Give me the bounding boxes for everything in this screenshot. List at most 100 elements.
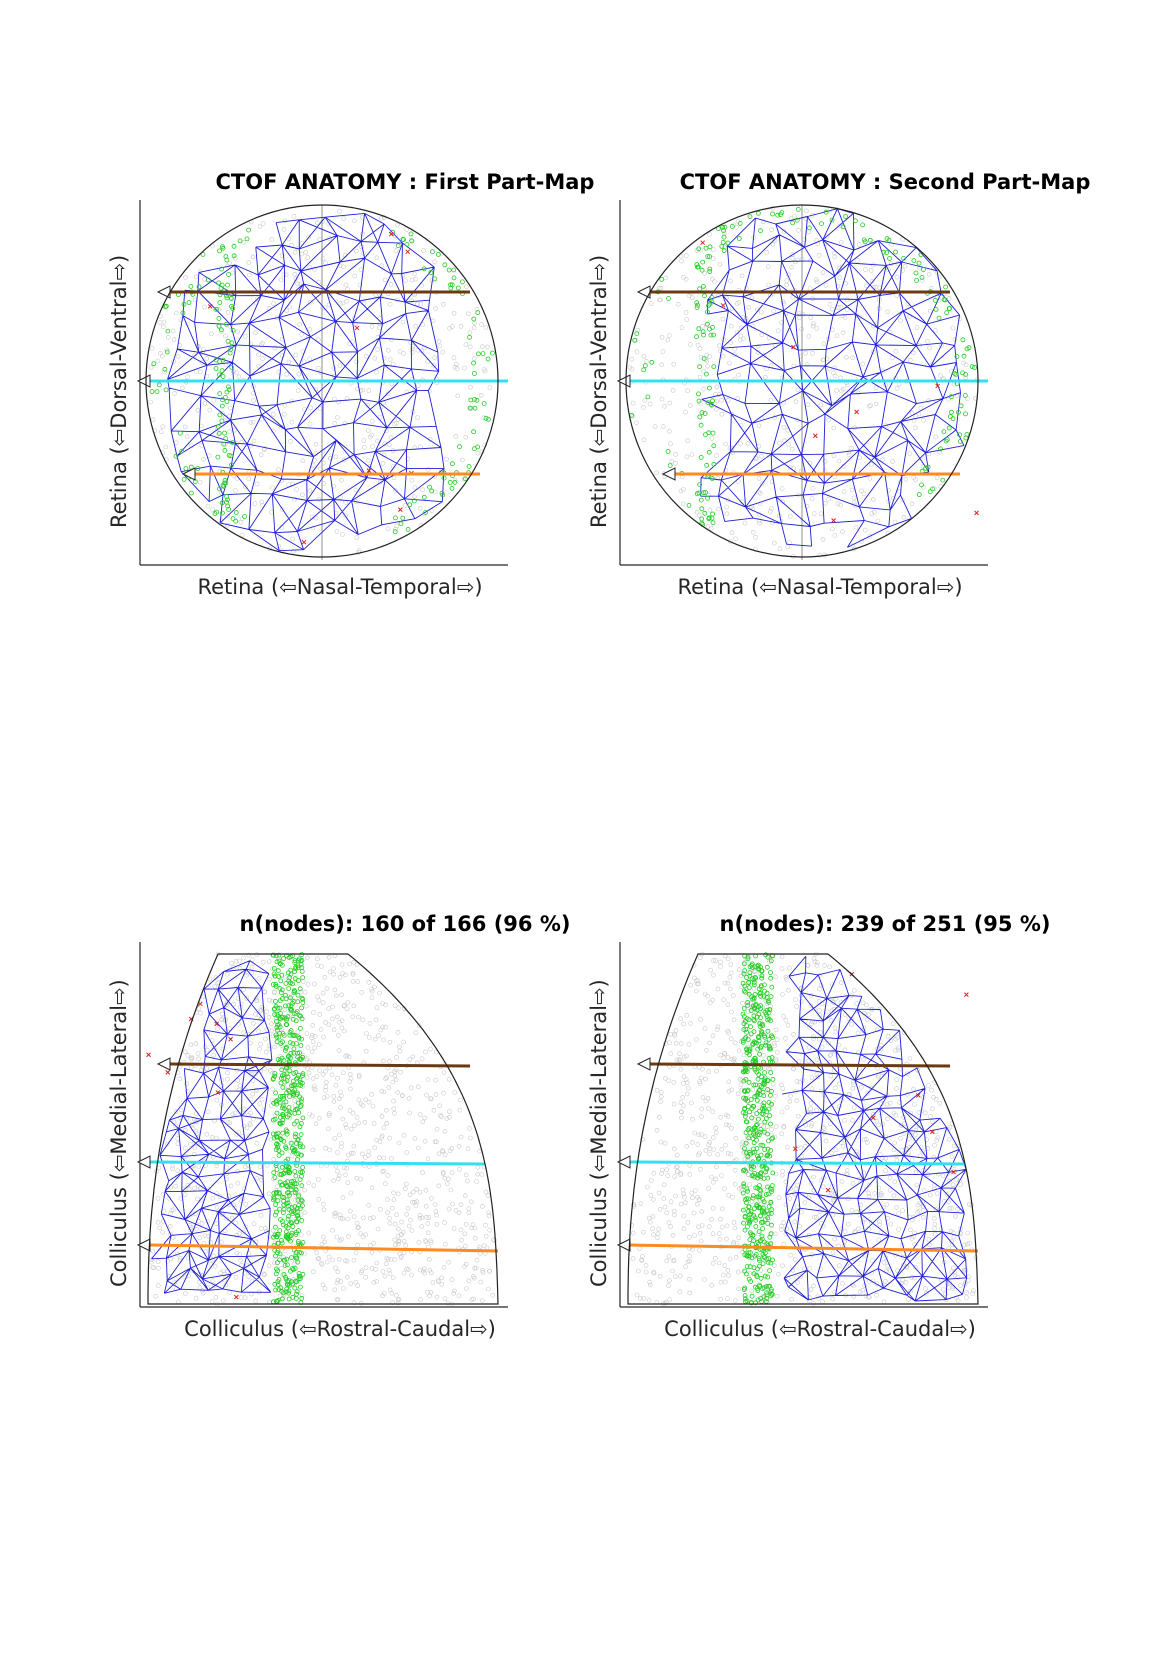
boundary-point bbox=[751, 995, 757, 1001]
background-point bbox=[403, 278, 408, 283]
background-point bbox=[863, 1187, 869, 1192]
background-point bbox=[313, 515, 319, 521]
boundary-point bbox=[764, 1292, 770, 1298]
background-point bbox=[721, 1272, 726, 1278]
background-point bbox=[681, 1191, 687, 1197]
boundary-point bbox=[229, 364, 235, 370]
background-point bbox=[817, 986, 822, 992]
background-point bbox=[320, 1282, 326, 1288]
background-point bbox=[360, 387, 366, 393]
background-point bbox=[703, 1076, 708, 1082]
background-point bbox=[851, 1294, 856, 1299]
background-point bbox=[629, 356, 635, 362]
background-point bbox=[375, 438, 380, 444]
boundary-point bbox=[758, 993, 764, 999]
boundary-point bbox=[755, 210, 761, 216]
background-point bbox=[397, 1048, 403, 1054]
background-point bbox=[706, 492, 711, 498]
boundary-point bbox=[709, 476, 715, 482]
background-point bbox=[871, 497, 876, 502]
boundary-point bbox=[954, 354, 960, 360]
boundary-point bbox=[217, 391, 223, 397]
boundary-point bbox=[960, 370, 966, 376]
boundary-point bbox=[299, 995, 305, 1001]
background-point bbox=[471, 1275, 477, 1281]
background-point bbox=[149, 1257, 155, 1262]
background-point bbox=[741, 1052, 747, 1058]
background-point bbox=[268, 1068, 273, 1073]
background-point bbox=[908, 1227, 913, 1233]
outlier-points bbox=[700, 240, 979, 523]
background-point bbox=[248, 1110, 253, 1116]
outlier-cross bbox=[398, 507, 403, 512]
background-point bbox=[725, 956, 731, 962]
background-point bbox=[417, 1112, 423, 1117]
background-point bbox=[286, 359, 292, 365]
background-point bbox=[391, 1190, 396, 1196]
boundary-point bbox=[277, 1010, 283, 1016]
background-point bbox=[773, 1093, 778, 1099]
background-point bbox=[797, 315, 802, 321]
boundary-point bbox=[292, 1285, 298, 1291]
background-point bbox=[713, 958, 718, 963]
boundary-point bbox=[287, 1032, 293, 1038]
background-point bbox=[705, 363, 710, 369]
boundary-point bbox=[750, 1042, 756, 1048]
background-point bbox=[335, 1075, 340, 1081]
boundary-point bbox=[435, 252, 441, 257]
background-point bbox=[666, 428, 672, 434]
background-point bbox=[194, 1119, 200, 1125]
background-point bbox=[351, 1003, 357, 1009]
background-point bbox=[401, 1039, 406, 1045]
background-point bbox=[292, 249, 298, 255]
boundary-point bbox=[763, 1042, 769, 1048]
background-point bbox=[630, 414, 636, 419]
background-point bbox=[768, 509, 773, 514]
background-point bbox=[633, 420, 639, 426]
boundary-point bbox=[702, 510, 708, 516]
boundary-point bbox=[290, 1294, 296, 1300]
background-point bbox=[714, 453, 719, 458]
background-point bbox=[941, 1287, 946, 1292]
boundary-point bbox=[761, 1093, 767, 1099]
background-point bbox=[486, 1210, 492, 1216]
background-point bbox=[911, 1275, 917, 1281]
background-point bbox=[898, 1135, 903, 1141]
boundary-point bbox=[696, 398, 702, 404]
boundary-point bbox=[213, 366, 219, 371]
background-point bbox=[319, 1241, 325, 1247]
background-point bbox=[845, 1172, 850, 1177]
boundary-point bbox=[392, 515, 398, 521]
background-point bbox=[746, 305, 751, 310]
background-point bbox=[832, 533, 838, 538]
boundary-point bbox=[765, 1017, 771, 1023]
background-point bbox=[186, 1187, 192, 1192]
background-point bbox=[722, 1263, 728, 1268]
background-point bbox=[316, 1197, 322, 1202]
boundary-point bbox=[696, 246, 702, 252]
boundary-point bbox=[222, 480, 227, 486]
boundary-point bbox=[764, 990, 770, 996]
boundary-point bbox=[448, 282, 453, 288]
boundary-point bbox=[758, 1213, 763, 1219]
background-point bbox=[337, 1238, 343, 1244]
boundary-point bbox=[293, 1131, 298, 1137]
background-point bbox=[657, 1206, 663, 1212]
boundary-point bbox=[291, 1178, 297, 1184]
background-point bbox=[717, 1236, 723, 1242]
background-point bbox=[906, 1136, 912, 1142]
boundary-point bbox=[281, 1198, 287, 1204]
boundary-point bbox=[746, 991, 752, 997]
background-point bbox=[409, 298, 415, 304]
background-point bbox=[316, 1177, 321, 1182]
background-point bbox=[933, 434, 939, 440]
background-point bbox=[811, 321, 816, 327]
background-point bbox=[381, 1089, 387, 1095]
boundary-point bbox=[273, 1287, 279, 1293]
background-point bbox=[306, 234, 311, 240]
background-point bbox=[425, 1077, 431, 1082]
background-point bbox=[839, 388, 844, 394]
background-point bbox=[859, 1085, 864, 1090]
background-point bbox=[647, 401, 653, 407]
boundary-point bbox=[292, 1190, 298, 1195]
